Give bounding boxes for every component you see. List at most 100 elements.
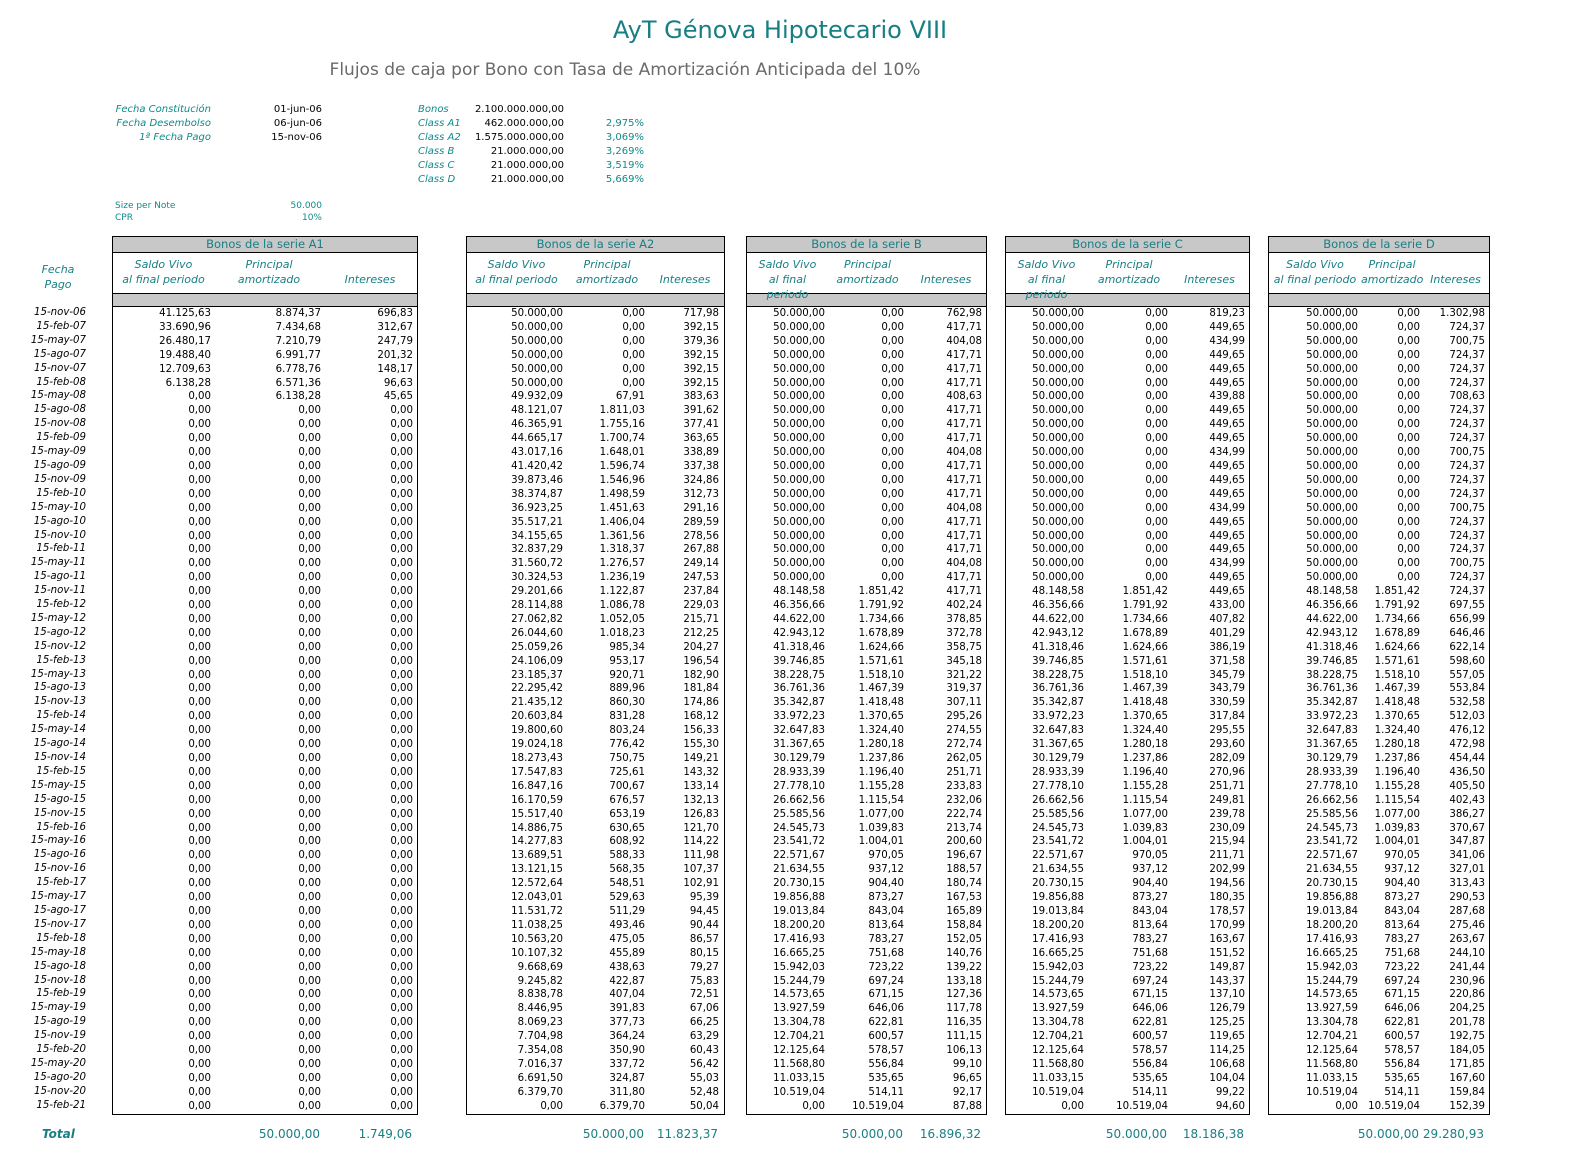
principal-cell: 1.648,01 [599,447,645,459]
table-row: 0,00 0,00 0,00 [113,947,417,961]
table-row: 27.778,10 1.155,28 405,50 [1269,780,1489,794]
intereses-cell: 324,86 [683,474,719,486]
saldo-cell: 22.295,42 [511,683,563,695]
saldo-cell: 0,00 [188,447,211,459]
principal-cell: 0,00 [298,1003,321,1015]
payment-date: 15-nov-10 [34,529,86,541]
payment-date: 15-feb-13 [36,654,86,666]
principal-cell: 0,00 [298,600,321,612]
saldo-cell: 0,00 [188,780,211,792]
saldo-cell: 21.634,55 [1306,864,1358,876]
saldo-cell: 50.000,00 [1306,349,1358,361]
saldo-cell: 16.170,59 [511,794,563,806]
saldo-cell: 0,00 [188,558,211,570]
intereses-cell: 0,00 [390,502,413,514]
table-row: 50.000,00 0,00 724,37 [1269,516,1489,530]
principal-cell: 0,00 [1397,419,1420,431]
saldo-cell: 0,00 [188,739,211,751]
table-row: 50.000,00 0,00 449,65 [1006,530,1249,544]
saldo-cell: 0,00 [188,878,211,890]
principal-cell: 1.624,66 [1122,641,1168,653]
intereses-cell: 404,08 [946,447,982,459]
table-row: 0,00 0,00 0,00 [113,502,417,516]
saldo-cell: 28.933,39 [773,766,825,778]
intereses-cell: 155,30 [683,739,719,751]
saldo-cell: 14.573,65 [773,989,825,1001]
intereses-cell: 700,75 [1449,447,1485,459]
principal-cell: 937,12 [868,864,904,876]
intereses-cell: 212,25 [683,627,719,639]
intereses-cell: 56,42 [689,1058,719,1070]
table-row: 50.000,00 0,00 417,71 [747,363,986,377]
principal-cell: 1.004,01 [1374,836,1420,848]
intereses-cell: 86,57 [689,933,719,945]
saldo-cell: 50.000,00 [1032,349,1084,361]
table-row: 22.571,67 970,05 341,06 [1269,849,1489,863]
table-row: 50.000,00 0,00 392,15 [467,363,724,377]
principal-cell: 0,00 [298,961,321,973]
principal-cell: 723,22 [868,961,904,973]
table-row: 24.106,09 953,17 196,54 [467,655,724,669]
table-row: 7.704,98 364,24 63,29 [467,1030,724,1044]
intereses-cell: 696,83 [377,308,413,319]
principal-cell: 0,00 [298,447,321,459]
table-row: 13.927,59 646,06 117,78 [747,1002,986,1016]
saldo-cell: 23.185,37 [511,669,563,681]
table-row: 0,00 0,00 0,00 [113,641,417,655]
saldo-cell: 41.318,46 [1032,641,1084,653]
saldo-cell: 50.000,00 [1306,530,1358,542]
intereses-cell: 121,70 [683,822,719,834]
saldo-cell: 42.943,12 [1306,627,1358,639]
principal-cell: 1.276,57 [599,558,645,570]
table-row: 50.000,00 0,00 724,37 [1269,432,1489,446]
intereses-cell: 405,50 [1449,780,1485,792]
intereses-cell: 107,37 [683,864,719,876]
saldo-cell: 50.000,00 [1306,460,1358,472]
principal-cell: 0,00 [298,766,321,778]
fecha-header-line2: Pago [44,278,72,291]
saldo-cell: 50.000,00 [1306,335,1358,347]
principal-cell: 0,00 [622,349,645,361]
saldo-cell: 50.000,00 [1032,308,1084,319]
table-row: 27.778,10 1.155,28 251,71 [1006,780,1249,794]
saldo-cell: 50.000,00 [1032,433,1084,445]
saldo-cell: 13.927,59 [1032,1003,1084,1015]
table-row: 50.000,00 0,00 724,37 [1269,474,1489,488]
intereses-cell: 449,65 [1209,572,1245,584]
saldo-cell: 48.121,07 [511,405,563,417]
series-title: Bonos de la serie C [1006,237,1249,253]
column-headers: Saldo Vivo al final periodo Principal amort… [747,253,986,301]
table-row: 30.324,53 1.236,19 247,53 [467,571,724,585]
saldo-cell: 10.519,04 [1306,1086,1358,1098]
intereses-cell: 449,65 [1209,516,1245,528]
saldo-cell: 46.365,91 [511,419,563,431]
table-row: 16.847,16 700,67 133,14 [467,780,724,794]
saldo-cell: 30.129,79 [773,753,825,764]
saldo-cell: 8.446,95 [517,1003,563,1015]
saldo-cell: 23.541,72 [1032,836,1084,848]
principal-cell: 1.115,54 [858,794,904,806]
saldo-cell: 49.932,09 [511,391,563,403]
intereses-cell: 401,29 [1209,627,1245,639]
saldo-cell: 34.155,65 [511,530,563,542]
principal-cell: 1.236,19 [599,572,645,584]
fecha-desembolso-label: Fecha Desembolso [116,118,211,129]
saldo-cell: 19.024,18 [511,739,563,751]
principal-cell: 1.678,89 [1122,627,1168,639]
saldo-cell: 24.106,09 [511,655,563,667]
saldo-cell: 50.000,00 [773,544,825,556]
intereses-cell: 0,00 [390,739,413,751]
principal-cell: 970,05 [1132,850,1168,862]
intereses-cell: 247,79 [377,335,413,347]
principal-cell: 0,00 [1397,572,1420,584]
intereses-cell: 0,00 [390,725,413,737]
saldo-header-line1: Saldo Vivo [1286,258,1344,271]
table-row: 50.000,00 0,00 417,71 [747,460,986,474]
table-row: 50.000,00 0,00 417,71 [747,321,986,335]
saldo-cell: 36.923,25 [511,502,563,514]
intereses-cell: 449,65 [1209,474,1245,486]
saldo-cell: 19.013,84 [773,905,825,917]
intereses-cell: 213,74 [946,822,982,834]
table-row: 0,00 0,00 0,00 [113,585,417,599]
saldo-cell: 0,00 [188,613,211,625]
